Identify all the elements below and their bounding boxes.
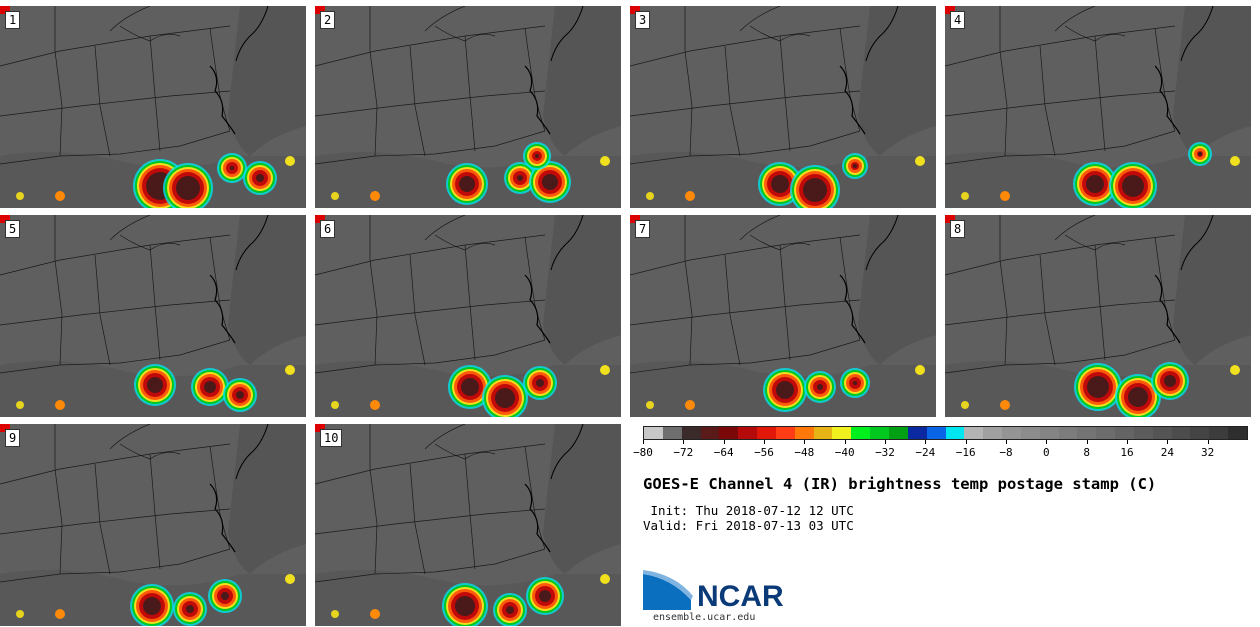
colorbar-swatch [794,427,814,439]
satellite-map [0,424,306,626]
colorbar-tick [844,440,846,444]
colorbar-swatch [1171,427,1191,439]
panel-number: 8 [950,220,966,238]
colorbar-tick [1046,440,1048,444]
colorbar-tick-label: 16 [1120,446,1134,459]
satellite-map [945,6,1251,208]
colorbar-swatch [926,427,946,439]
colorbar-swatch [644,427,663,439]
colorbar-tick-label: −80 [633,446,653,459]
colorbar-swatch [832,427,852,439]
colorbar-swatch [813,427,833,439]
temperature-colorbar [643,426,1248,440]
colorbar-swatch [1077,427,1097,439]
colorbar-swatch [700,427,720,439]
map-panel: 1 [0,6,306,208]
colorbar-tick [1086,440,1088,444]
colorbar-tick-label: −32 [875,446,895,459]
colorbar-swatch [1228,427,1247,439]
map-panel: 3 [630,6,936,208]
panel-number: 9 [5,429,21,447]
ncar-logo-text: NCAR [697,580,784,613]
colorbar-tick [764,440,765,444]
colorbar-swatch [1002,427,1021,439]
colorbar-tick [885,440,886,444]
colorbar-tick [1167,440,1169,444]
colorbar-tick-label: −48 [794,446,815,459]
colorbar-tick-label: 24 [1160,446,1174,459]
map-panel: 4 [945,6,1251,208]
colorbar-tick [683,440,685,444]
colorbar-swatch [738,427,758,439]
panel-number: 5 [5,220,21,238]
satellite-map [630,215,936,417]
website-url: ensemble.ucar.edu [653,612,756,623]
colorbar-swatch [1152,427,1172,439]
colorbar-swatch [870,427,889,439]
map-panel: 10 [315,424,621,626]
map-panel: 7 [630,215,936,417]
colorbar-swatch [681,427,701,439]
map-panel: 9 [0,424,306,626]
colorbar-tick [1207,440,1209,444]
colorbar-swatch [1096,427,1116,439]
panel-number: 7 [635,220,651,238]
map-panel: 6 [315,215,621,417]
colorbar-tick-label: 32 [1201,446,1215,459]
colorbar-swatch [1133,427,1153,439]
colorbar-tick-label: −8 [999,446,1013,459]
colorbar-tick-label: −72 [673,446,694,459]
colorbar-swatch [907,427,927,439]
colorbar-swatch [757,427,776,439]
colorbar-swatch [983,427,1003,439]
panel-number: 4 [950,11,966,29]
colorbar-tick [1006,440,1007,444]
init-time: Init: Thu 2018-07-12 12 UTC [643,503,854,518]
colorbar-tick-label: 0 [1043,446,1050,459]
satellite-map [0,215,306,417]
colorbar-tick-label: −16 [955,446,976,459]
colorbar-tick [1127,440,1128,444]
colorbar-tick-label: −24 [915,446,936,459]
colorbar-swatch [851,427,871,439]
colorbar-swatch [964,427,984,439]
panel-number: 10 [320,429,343,447]
colorbar-swatch [1115,427,1134,439]
map-panel: 8 [945,215,1251,417]
colorbar-tick-label: −40 [834,446,855,459]
colorbar-swatch [888,427,908,439]
panel-number: 3 [635,11,651,29]
panel-number: 2 [320,11,336,29]
figure-title: GOES-E Channel 4 (IR) brightness temp po… [643,475,1157,493]
colorbar-tick [643,440,644,444]
colorbar-swatch [1020,427,1040,439]
satellite-map [945,215,1251,417]
colorbar-swatch [1190,427,1210,439]
colorbar-swatch [1058,427,1078,439]
map-panel: 2 [315,6,621,208]
ncar-logo-icon [643,570,693,610]
colorbar-tick [723,440,725,444]
colorbar-swatch [945,427,965,439]
satellite-map [315,424,621,626]
panel-number: 6 [320,220,336,238]
colorbar-swatch [1209,427,1229,439]
colorbar-tick-label: 8 [1083,446,1090,459]
colorbar-swatch [719,427,739,439]
colorbar-tick-label: −64 [713,446,734,459]
satellite-map [0,6,306,208]
colorbar-tick [804,440,806,444]
colorbar-swatch [775,427,795,439]
valid-time: Valid: Fri 2018-07-13 03 UTC [643,518,854,533]
satellite-map [315,6,621,208]
satellite-map [630,6,936,208]
colorbar-tick-label: −56 [754,446,774,459]
map-panel: 5 [0,215,306,417]
colorbar-swatch [662,427,682,439]
satellite-map [315,215,621,417]
colorbar-tick [965,440,967,444]
panel-number: 1 [5,11,21,29]
colorbar-swatch [1039,427,1059,439]
colorbar-tick [925,440,927,444]
